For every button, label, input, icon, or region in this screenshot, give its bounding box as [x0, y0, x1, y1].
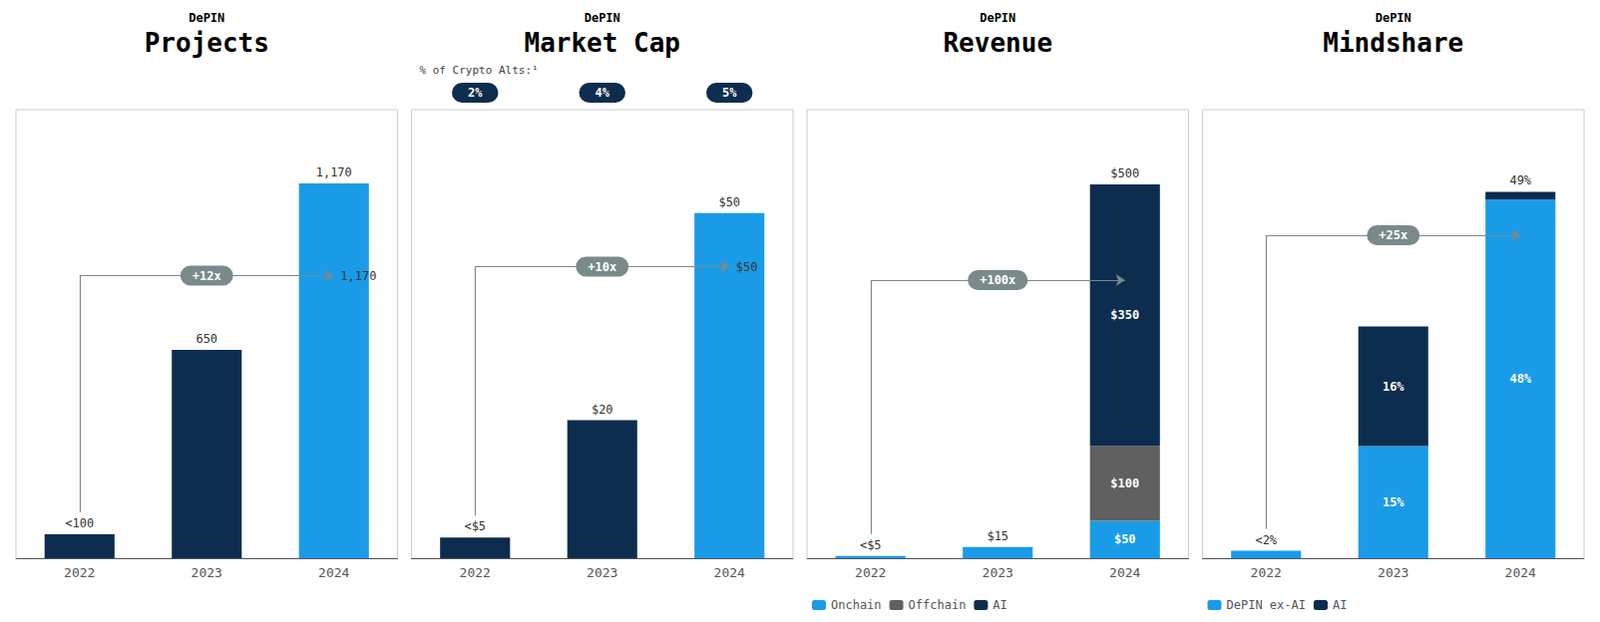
svg-text:2023: 2023	[586, 565, 618, 581]
svg-text:2023: 2023	[191, 565, 223, 581]
svg-text:15%: 15%	[1382, 495, 1405, 510]
svg-text:AI: AI	[992, 598, 1007, 613]
svg-text:Projects: Projects	[144, 27, 270, 58]
svg-text:+100x: +100x	[979, 273, 1016, 288]
svg-text:<$5: <$5	[463, 519, 486, 534]
svg-text:Revenue: Revenue	[942, 27, 1053, 58]
svg-text:2024: 2024	[1505, 565, 1537, 581]
svg-text:2022: 2022	[1250, 565, 1282, 581]
svg-text:1,170: 1,170	[316, 165, 353, 180]
svg-text:2023: 2023	[1377, 565, 1409, 581]
svg-text:$350: $350	[1110, 308, 1140, 323]
svg-text:+12x: +12x	[192, 269, 222, 284]
svg-text:$50: $50	[736, 260, 759, 275]
svg-text:2022: 2022	[459, 565, 491, 581]
svg-text:$15: $15	[986, 529, 1009, 544]
svg-text:48%: 48%	[1509, 372, 1532, 387]
svg-text:+25x: +25x	[1378, 228, 1408, 243]
svg-text:Onchain: Onchain	[830, 598, 882, 613]
svg-text:$100: $100	[1110, 476, 1140, 491]
svg-text:2024: 2024	[714, 565, 746, 581]
svg-text:DePIN: DePIN	[979, 10, 1016, 25]
svg-text:<$5: <$5	[859, 538, 882, 553]
svg-text:Market Cap: Market Cap	[523, 27, 681, 58]
svg-text:650: 650	[195, 332, 218, 347]
svg-text:2022: 2022	[63, 565, 95, 581]
svg-text:Offchain: Offchain	[908, 598, 967, 613]
svg-text:<100: <100	[64, 516, 94, 531]
svg-text:$20: $20	[591, 402, 614, 417]
svg-text:AI: AI	[1332, 598, 1347, 613]
svg-text:DePIN: DePIN	[1375, 10, 1412, 25]
svg-text:2024: 2024	[1109, 565, 1141, 581]
svg-text:16%: 16%	[1382, 380, 1405, 395]
svg-text:2022: 2022	[854, 565, 886, 581]
svg-text:2024: 2024	[318, 565, 350, 581]
svg-text:+10x: +10x	[587, 260, 617, 275]
svg-text:1,170: 1,170	[340, 269, 377, 284]
svg-text:4%: 4%	[595, 85, 611, 100]
svg-text:<2%: <2%	[1254, 533, 1277, 548]
svg-text:Mindshare: Mindshare	[1322, 27, 1464, 58]
svg-text:DePIN: DePIN	[188, 10, 225, 25]
svg-text:$500: $500	[1110, 166, 1140, 181]
svg-text:$50: $50	[1114, 532, 1137, 547]
svg-text:5%: 5%	[722, 85, 738, 100]
svg-text:$50: $50	[718, 195, 741, 210]
svg-text:2023: 2023	[982, 565, 1014, 581]
svg-text:DePIN: DePIN	[584, 10, 621, 25]
svg-text:2%: 2%	[467, 85, 483, 100]
svg-text:49%: 49%	[1509, 173, 1532, 188]
svg-text:DePIN ex-AI: DePIN ex-AI	[1226, 598, 1306, 613]
svg-text:% of Crypto Alts:¹: % of Crypto Alts:¹	[419, 63, 539, 77]
